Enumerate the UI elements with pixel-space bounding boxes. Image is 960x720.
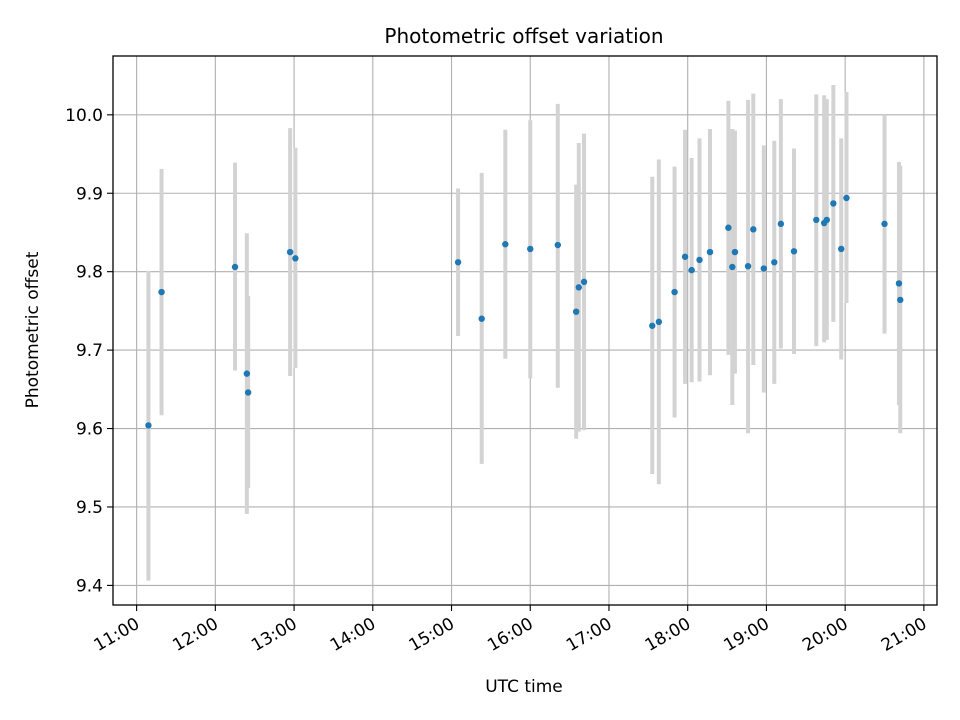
data-point	[580, 278, 588, 286]
y-tick-label: 9.7	[76, 341, 103, 361]
data-point	[478, 315, 485, 322]
y-tick-label: 9.5	[76, 498, 103, 518]
y-axis-ticks: 9.4 9.5 9.6 9.7 9.8 9.9 10.0	[65, 106, 113, 596]
data-point	[813, 216, 820, 224]
error-bars	[146, 85, 903, 581]
data-point	[843, 194, 850, 202]
x-tick-label: 14:00	[327, 614, 379, 656]
data-point	[725, 224, 732, 231]
data-point	[671, 288, 678, 296]
data-points	[145, 194, 904, 429]
x-tick-label: 16:00	[484, 614, 536, 656]
data-point	[649, 322, 656, 329]
data-point	[527, 245, 534, 253]
data-point	[554, 241, 562, 249]
x-tick-label: 19:00	[720, 614, 772, 656]
data-point	[231, 263, 239, 271]
y-tick-label: 9.8	[76, 263, 103, 283]
data-point	[145, 422, 152, 429]
data-point	[688, 266, 695, 274]
data-point	[696, 256, 703, 264]
data-point	[292, 255, 299, 262]
data-point	[502, 241, 509, 248]
data-point	[286, 248, 294, 256]
data-point	[681, 253, 689, 260]
data-point	[454, 259, 462, 266]
data-point	[881, 220, 888, 228]
y-tick-label: 9.4	[76, 576, 103, 596]
data-point	[777, 220, 785, 228]
data-point	[243, 370, 251, 377]
data-point	[760, 265, 768, 272]
y-axis-label: Photometric offset	[23, 251, 43, 408]
x-tick-label: 13:00	[248, 614, 300, 656]
y-tick-label: 9.6	[76, 420, 103, 440]
data-point	[823, 216, 830, 224]
x-tick-label: 21:00	[878, 614, 930, 656]
y-tick-label: 10.0	[65, 106, 103, 126]
data-point	[244, 389, 252, 396]
data-point	[731, 248, 739, 256]
y-tick-label: 9.9	[76, 184, 103, 204]
data-point	[729, 263, 736, 271]
x-tick-label: 20:00	[799, 614, 851, 656]
data-point	[744, 262, 752, 270]
data-point	[706, 248, 714, 256]
x-axis-label: UTC time	[485, 677, 563, 697]
data-point	[830, 200, 837, 207]
data-point	[572, 308, 580, 315]
data-point	[158, 288, 165, 296]
data-point	[790, 248, 798, 255]
data-point	[895, 280, 903, 287]
x-tick-label: 18:00	[642, 614, 694, 656]
x-tick-label: 17:00	[563, 614, 615, 656]
x-tick-label: 11:00	[91, 614, 143, 656]
x-axis-ticks: 11:00 12:00 13:00 14:00 15:00 16:00 17:00 18:00…	[91, 605, 930, 656]
data-point	[575, 284, 582, 291]
data-point	[655, 318, 663, 326]
x-tick-label: 15:00	[406, 614, 458, 656]
data-point	[838, 245, 845, 253]
data-point	[771, 259, 778, 266]
chart-title: Photometric offset variation	[384, 24, 663, 48]
plot-frame	[112, 55, 938, 606]
x-tick-label: 12:00	[169, 614, 221, 656]
data-point	[897, 296, 904, 304]
data-point	[750, 226, 757, 233]
